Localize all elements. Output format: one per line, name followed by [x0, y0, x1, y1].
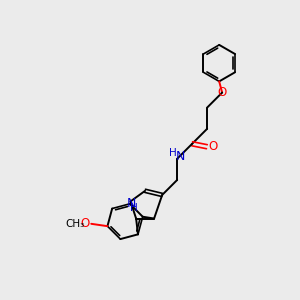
Text: O: O	[218, 86, 227, 99]
Text: N: N	[176, 150, 185, 163]
Text: H: H	[169, 148, 177, 158]
Text: CH₃: CH₃	[65, 219, 84, 229]
Text: H: H	[130, 203, 137, 213]
Text: O: O	[80, 217, 89, 230]
Text: N: N	[127, 197, 136, 210]
Text: O: O	[209, 140, 218, 153]
